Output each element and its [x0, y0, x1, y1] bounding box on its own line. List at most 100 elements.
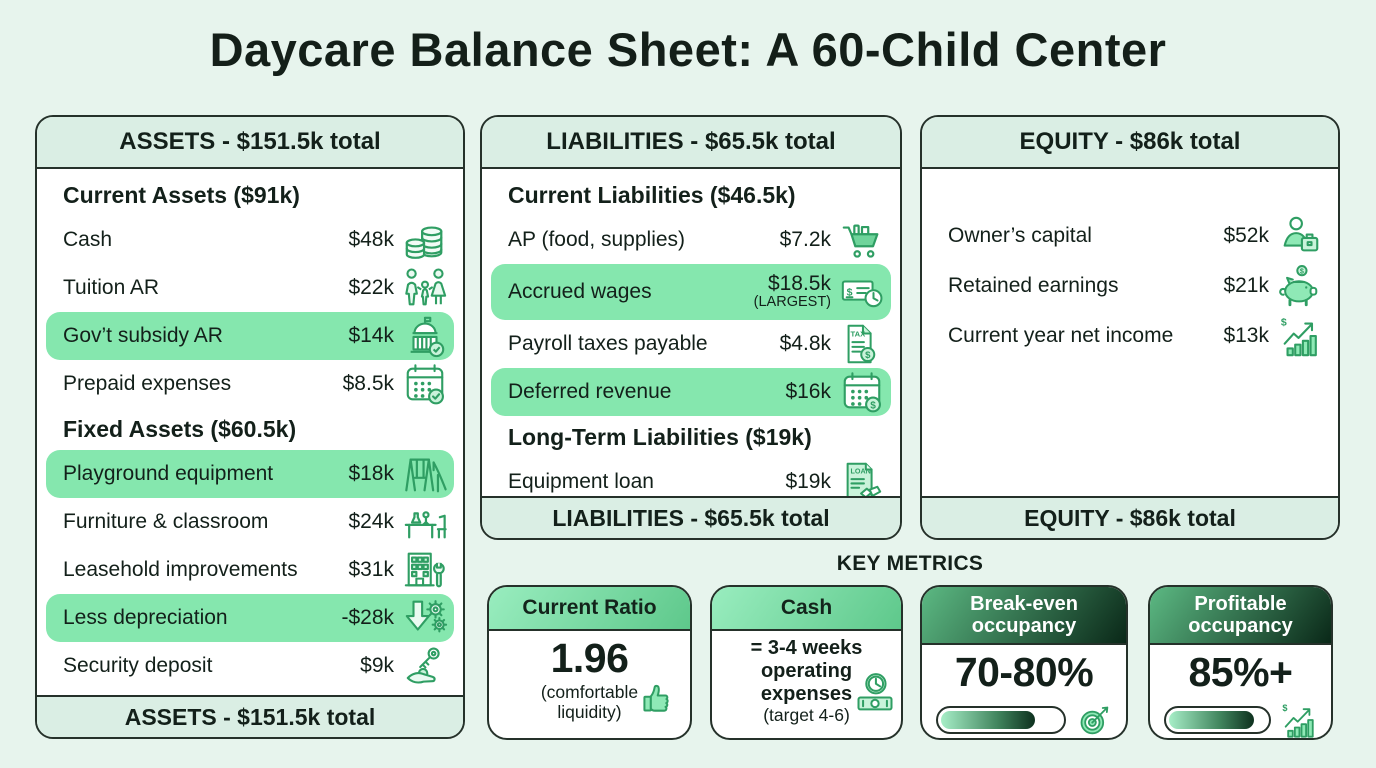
progress-fill — [1169, 711, 1255, 729]
loan-handshake-icon: LOAN — [839, 459, 885, 505]
row-label: Security deposit — [63, 654, 213, 677]
table-row-owners-capital: Owner’s capital $52k — [931, 211, 1329, 261]
down-arrow-gears-icon — [402, 595, 448, 641]
row-value: $7.2k — [779, 228, 831, 251]
row-label: Furniture & classroom — [63, 510, 269, 533]
person-briefcase-icon — [1277, 213, 1323, 259]
table-row-accrued-wages: Accrued wages $18.5k (LARGEST) $ — [491, 264, 891, 320]
row-value: $14k — [348, 324, 394, 347]
svg-text:$: $ — [1281, 316, 1287, 328]
calendar-dollar-icon: $ — [839, 369, 885, 415]
liabilities-header: LIABILITIES - $65.5k total — [482, 117, 900, 169]
metric-card-current-ratio: Current Ratio 1.96 (comfortable liquidit… — [487, 585, 692, 740]
row-label: Tuition AR — [63, 276, 160, 299]
table-row-net-income: Current year net income $13k $ — [931, 311, 1329, 361]
row-label: Accrued wages — [508, 280, 652, 303]
table-row-payroll-taxes: Payroll taxes payable $4.8k TAX $ — [491, 320, 891, 368]
row-value: $13k — [1223, 324, 1269, 347]
table-row-equipment-loan: Equipment loan $19k LOAN — [491, 458, 891, 506]
shopping-cart-icon — [839, 217, 885, 263]
table-row-depreciation: Less depreciation -$28k — [46, 594, 454, 642]
liabilities-footer: LIABILITIES - $65.5k total — [482, 496, 900, 538]
svg-text:$: $ — [870, 400, 876, 411]
metric-value: 85%+ — [1188, 649, 1293, 695]
table-row-security-deposit: Security deposit $9k — [46, 642, 454, 690]
metric-card-profitable-occupancy: Profitable occupancy 85%+ $ — [1148, 585, 1333, 740]
key-metrics-heading: KEY METRICS — [836, 552, 984, 575]
metric-title: Current Ratio — [489, 587, 690, 631]
table-row-govt-subsidy: Gov’t subsidy AR $14k — [46, 312, 454, 360]
assets-footer: ASSETS - $151.5k total — [37, 695, 463, 737]
svg-text:$: $ — [865, 350, 871, 361]
row-value: $19k — [785, 470, 831, 493]
liabilities-panel: LIABILITIES - $65.5k total Current Liabi… — [480, 115, 902, 540]
swing-slide-icon — [402, 451, 448, 497]
metric-title: Cash — [712, 587, 901, 631]
progress-fill — [941, 711, 1035, 729]
svg-text:TAX: TAX — [851, 329, 867, 338]
metric-value: = 3-4 weeks operating expenses — [750, 637, 863, 705]
metric-title: Break-even occupancy — [922, 587, 1126, 645]
capitol-check-icon — [402, 313, 448, 359]
row-label: Payroll taxes payable — [508, 332, 708, 355]
page-title: Daycare Balance Sheet: A 60-Child Center — [209, 23, 1167, 76]
row-label: Equipment loan — [508, 470, 654, 493]
row-label: Gov’t subsidy AR — [63, 324, 223, 347]
row-label: Playground equipment — [63, 462, 274, 485]
row-value: $22k — [348, 276, 394, 299]
table-row-furniture: Furniture & classroom $24k — [46, 498, 454, 546]
equity-panel: EQUITY - $86k total Owner’s capital $52k… — [920, 115, 1340, 540]
table-row-deferred-revenue: Deferred revenue $16k $ — [491, 368, 891, 416]
assets-header: ASSETS - $151.5k total — [37, 117, 463, 169]
section-heading-fixed-assets: Fixed Assets ($60.5k) — [63, 415, 297, 442]
row-value: $52k — [1223, 224, 1269, 247]
thumbs-up-icon — [638, 672, 682, 716]
row-value: $16k — [785, 380, 831, 403]
table-row-prepaid: Prepaid expenses $8.5k — [46, 360, 454, 408]
row-value-block: $18.5k (LARGEST) — [754, 273, 831, 310]
row-label: Retained earnings — [948, 274, 1119, 297]
chart-up-dollar-icon: $ — [1277, 313, 1323, 359]
metric-title: Profitable occupancy — [1150, 587, 1331, 645]
metric-value: 70-80% — [954, 649, 1094, 695]
building-wrench-icon — [402, 547, 448, 593]
metric-note: (target 4-6) — [763, 705, 850, 726]
family-icon — [402, 265, 448, 311]
svg-text:$: $ — [1282, 703, 1287, 713]
metric-note: (comfortable liquidity) — [540, 682, 639, 722]
clock-money-icon — [853, 670, 897, 714]
target-icon — [1074, 700, 1114, 738]
row-value: $4.8k — [779, 332, 831, 355]
equity-header: EQUITY - $86k total — [922, 117, 1338, 169]
tax-document-icon: TAX $ — [839, 321, 885, 367]
metric-card-cash: Cash = 3-4 weeks operating expenses (tar… — [710, 585, 903, 740]
row-label: Cash — [63, 228, 113, 251]
row-value: -$28k — [341, 606, 394, 629]
table-row-ap: AP (food, supplies) $7.2k — [491, 216, 891, 264]
row-label: AP (food, supplies) — [508, 228, 686, 251]
row-value: $21k — [1223, 274, 1269, 297]
svg-text:$: $ — [847, 286, 853, 298]
row-label: Deferred revenue — [508, 380, 672, 403]
row-value: $18k — [348, 462, 394, 485]
row-value: $31k — [348, 558, 394, 581]
table-row-leasehold: Leasehold improvements $31k — [46, 546, 454, 594]
paycheck-clock-icon: $ — [839, 269, 885, 315]
row-label: Prepaid expenses — [63, 372, 232, 395]
section-heading-current-liabilities: Current Liabilities ($46.5k) — [508, 181, 796, 208]
section-heading-current-assets: Current Assets ($91k) — [63, 181, 300, 208]
piggy-bank-icon: $ — [1277, 263, 1323, 309]
row-label: Less depreciation — [63, 606, 228, 629]
row-note: (LARGEST) — [753, 294, 831, 311]
chart-up-dollar-icon: $ — [1279, 700, 1319, 738]
row-label: Leasehold improvements — [63, 558, 298, 581]
coins-icon — [402, 217, 448, 263]
hand-key-icon — [402, 643, 448, 689]
table-row-retained-earnings: Retained earnings $21k $ — [931, 261, 1329, 311]
svg-text:LOAN: LOAN — [851, 467, 871, 475]
equity-footer: EQUITY - $86k total — [922, 496, 1338, 538]
row-value: $18.5k — [767, 272, 831, 296]
metric-card-breakeven-occupancy: Break-even occupancy 70-80% — [920, 585, 1128, 740]
row-value: $24k — [348, 510, 394, 533]
occupancy-progress-bar — [936, 706, 1066, 734]
